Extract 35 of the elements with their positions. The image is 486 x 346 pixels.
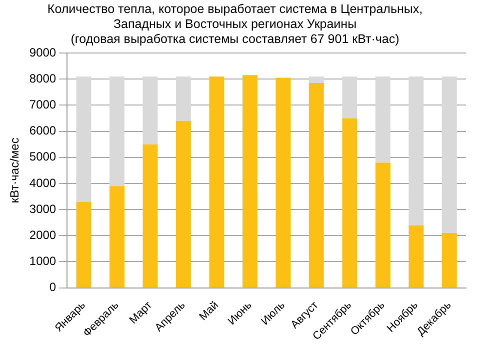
bar xyxy=(276,78,291,288)
bar xyxy=(442,233,457,288)
bar xyxy=(76,202,92,288)
bar xyxy=(342,118,358,288)
bar xyxy=(408,76,424,226)
y-tick-label: 4000 xyxy=(29,176,56,190)
y-axis-title: кВт·час/мес xyxy=(8,138,22,204)
bar xyxy=(209,76,224,288)
bar xyxy=(242,75,258,288)
y-tick-label: 8000 xyxy=(29,71,56,86)
y-tick-label: 3000 xyxy=(29,202,56,216)
bar xyxy=(308,76,324,84)
bar xyxy=(442,76,457,234)
bar xyxy=(342,76,358,118)
text: (годовая выработка системы составляет 67 901 кВт·час) xyxy=(70,32,400,46)
y-tick-label: 6000 xyxy=(29,124,56,138)
bar xyxy=(176,120,191,288)
bar xyxy=(375,162,390,288)
bar xyxy=(375,76,390,163)
y-tick-label: 9000 xyxy=(29,45,56,60)
y-tick-label: 7000 xyxy=(29,97,56,112)
y-tick-label: 5000 xyxy=(29,150,56,164)
bar xyxy=(109,186,124,288)
text: Западных и Восточных регионах Украины xyxy=(113,16,357,31)
bar xyxy=(142,76,158,144)
bar xyxy=(142,144,158,288)
bar xyxy=(176,76,191,121)
text: Количество тепла, которое выработает система в Центральных, xyxy=(47,2,423,16)
y-tick-label: 1000 xyxy=(29,254,56,268)
y-tick-label: 0 xyxy=(49,280,56,294)
bar xyxy=(109,76,124,186)
bar xyxy=(308,83,324,288)
bar xyxy=(408,225,424,288)
y-tick-label: 2000 xyxy=(29,228,56,242)
bar xyxy=(76,76,92,202)
